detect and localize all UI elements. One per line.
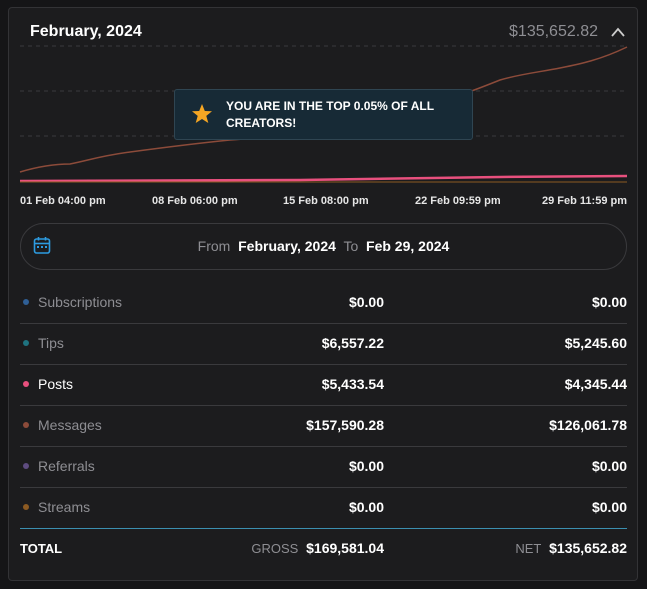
row-name: Referrals — [38, 458, 95, 474]
row-net: $4,345.44 — [564, 376, 627, 392]
x-label: 22 Feb 09:59 pm — [415, 195, 501, 207]
header-total: $135,652.82 — [509, 23, 598, 40]
legend-dot — [23, 422, 29, 428]
legend-dot — [23, 504, 29, 510]
row-name: Messages — [38, 417, 102, 433]
total-label: TOTAL — [20, 541, 63, 556]
calendar-icon — [33, 237, 51, 254]
row-net: $0.00 — [591, 294, 627, 310]
row-net: $0.00 — [591, 458, 627, 474]
row-name: Posts — [38, 376, 74, 392]
to-date: Feb 29, 2024 — [366, 238, 450, 254]
row-name: Subscriptions — [38, 294, 123, 310]
row-divider — [20, 487, 627, 488]
total-gross: GROSS $169,581.04 — [251, 540, 384, 556]
row-divider — [20, 446, 627, 447]
date-range-picker[interactable] — [20, 223, 627, 270]
row-gross: $0.00 — [348, 458, 384, 474]
row-divider — [20, 323, 627, 324]
row-net: $126,061.78 — [549, 417, 627, 433]
from-date: February, 2024 — [238, 238, 336, 254]
row-gross: $6,557.22 — [321, 335, 384, 351]
row-divider — [20, 405, 627, 406]
x-label: 15 Feb 08:00 pm — [283, 195, 369, 207]
legend-dot — [23, 381, 29, 387]
x-label: 08 Feb 06:00 pm — [152, 195, 238, 207]
total-divider — [20, 528, 627, 529]
row-gross: $157,590.28 — [306, 417, 384, 433]
collapse-icon[interactable] — [610, 26, 626, 38]
from-label: From — [197, 238, 231, 254]
legend-dot — [23, 340, 29, 346]
x-label: 29 Feb 11:59 pm — [542, 195, 627, 207]
title: February, 2024 — [30, 23, 142, 40]
legend-dot — [23, 299, 29, 305]
row-gross: $0.00 — [348, 499, 384, 515]
net-value: $135,652.82 — [549, 540, 627, 556]
row-net: $5,245.60 — [564, 335, 627, 351]
x-label: 01 Feb 04:00 pm — [20, 195, 106, 207]
gross-value: $169,581.04 — [306, 540, 384, 556]
legend-dot — [23, 463, 29, 469]
row-divider — [20, 364, 627, 365]
row-gross: $5,433.54 — [321, 376, 384, 392]
row-name: Tips — [38, 335, 64, 351]
date-range-text: From February, 2024 To Feb 29, 2024 — [20, 238, 627, 254]
tooltip-text: YOU ARE IN THE TOP 0.05% OF ALL CREATORS… — [226, 99, 434, 130]
star-icon — [192, 104, 212, 123]
net-label: NET — [515, 541, 542, 556]
gross-label: GROSS — [251, 541, 299, 556]
row-gross: $0.00 — [348, 294, 384, 310]
total-net: NET $135,652.82 — [515, 540, 627, 556]
row-name: Streams — [38, 499, 91, 515]
tooltip — [174, 89, 473, 140]
row-net: $0.00 — [591, 499, 627, 515]
to-label: To — [343, 238, 359, 254]
